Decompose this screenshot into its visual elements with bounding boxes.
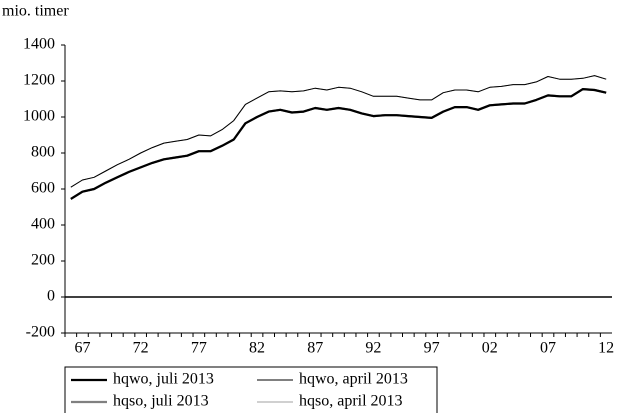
y-tick-label: 1000 xyxy=(23,108,55,125)
x-tick-label: 92 xyxy=(365,340,381,357)
y-tick-label: 1400 xyxy=(23,36,55,53)
series-line xyxy=(70,75,607,188)
y-tick-label: 1200 xyxy=(23,72,55,89)
y-tick-label: 400 xyxy=(31,216,55,233)
legend-label: hqso, juli 2013 xyxy=(113,393,209,410)
x-tick-label: 87 xyxy=(307,340,323,357)
x-tick-label: 07 xyxy=(540,340,556,357)
series-line xyxy=(70,88,607,200)
y-tick-label: 200 xyxy=(31,252,55,269)
y-tick-label: -200 xyxy=(26,324,55,341)
x-tick-label: 72 xyxy=(133,340,149,357)
x-tick-label: 77 xyxy=(191,340,207,357)
y-tick-label: 600 xyxy=(31,180,55,197)
x-tick-label: 67 xyxy=(74,340,90,357)
legend-box xyxy=(64,366,438,413)
y-axis-label: mio. timer xyxy=(2,3,69,20)
series-line xyxy=(70,75,607,188)
legend-label: hqwo, april 2013 xyxy=(299,371,408,388)
legend-label: hqso, april 2013 xyxy=(299,393,403,410)
y-tick-label: 800 xyxy=(31,144,55,161)
y-tick-label: 0 xyxy=(47,288,55,305)
legend-label: hqwo, juli 2013 xyxy=(113,371,214,388)
x-tick-label: 97 xyxy=(424,340,440,357)
x-tick-label: 02 xyxy=(482,340,498,357)
x-tick-label: 12 xyxy=(598,340,614,357)
series-line xyxy=(70,88,607,200)
x-tick-label: 82 xyxy=(249,340,265,357)
